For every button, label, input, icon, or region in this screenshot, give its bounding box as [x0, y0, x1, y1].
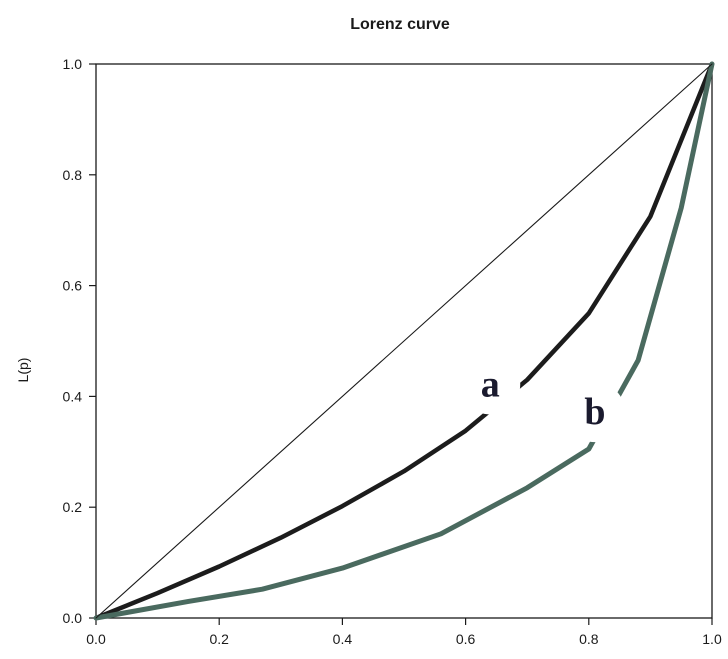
- plot-area: 0.0 0.2 0.4 0.6 0.8 1.0 0.0 0.2 0.4 0.6 0.8 1.0 a b: [63, 56, 722, 647]
- curve-label-b: b: [584, 391, 605, 433]
- curve-label-a: a: [481, 363, 500, 405]
- y-tick-label: 0.2: [63, 499, 83, 515]
- y-tick-label: 1.0: [63, 56, 83, 72]
- lorenz-curve-a: [93, 61, 715, 621]
- chart-title: Lorenz curve: [350, 16, 450, 33]
- y-tick-label: 0.4: [63, 388, 83, 404]
- x-tick-label: 0.2: [209, 631, 229, 647]
- annotation-bg: [460, 354, 521, 415]
- y-tick-label: 0.6: [63, 278, 83, 294]
- lorenz-curve-b: [93, 61, 715, 621]
- y-tick-label: 0.0: [63, 610, 83, 626]
- annotation-bg: [564, 382, 625, 443]
- x-tick-label: 0.6: [456, 631, 476, 647]
- equality-line: [95, 63, 713, 619]
- x-tick-label: 0.8: [579, 631, 599, 647]
- x-tick-label: 0.0: [86, 631, 106, 647]
- y-axis-label: L(p): [15, 358, 31, 383]
- x-tick-label: 0.4: [333, 631, 353, 647]
- x-tick-label: 1.0: [702, 631, 722, 647]
- y-tick-label: 0.8: [63, 167, 83, 183]
